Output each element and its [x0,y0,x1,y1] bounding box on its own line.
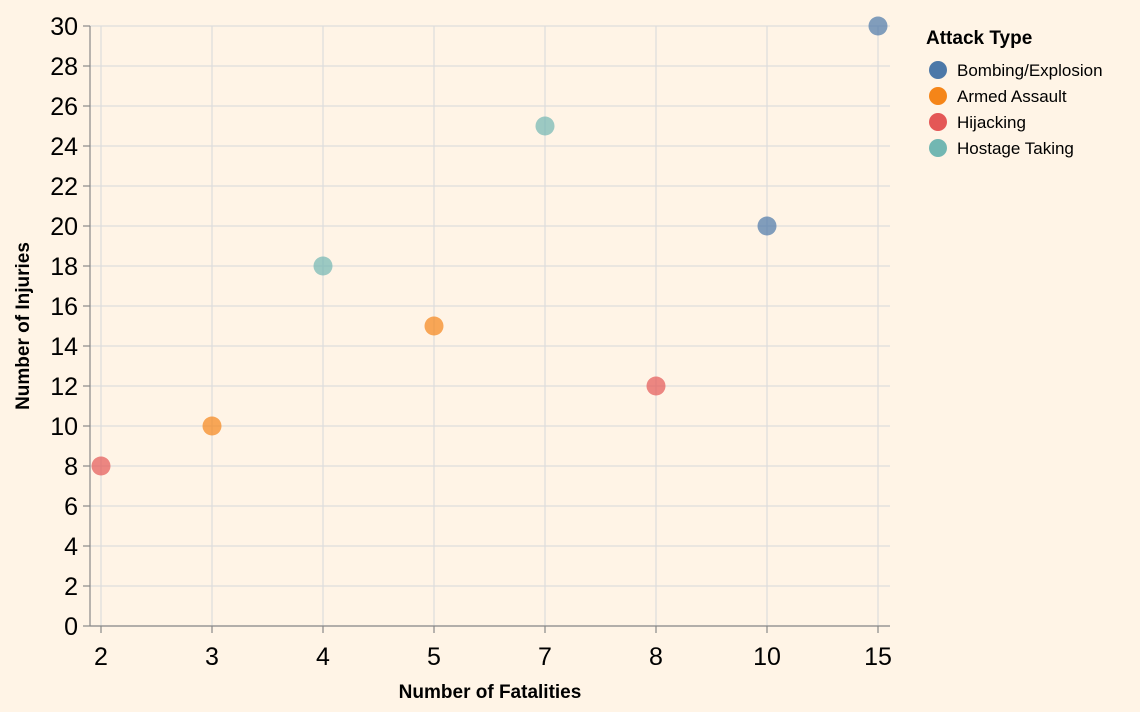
y-tick-label: 0 [64,613,78,641]
x-tick-label: 8 [649,643,663,671]
legend: Attack Type Bombing/Explosion Armed Assau… [926,28,1103,158]
y-tick-label: 12 [50,373,78,401]
y-tick-label: 30 [50,13,78,41]
legend-title: Attack Type [926,28,1032,49]
x-tick-label: 3 [205,643,219,671]
y-tick-label: 6 [64,493,78,521]
y-tick-label: 10 [50,413,78,441]
x-tick-label: 4 [316,643,330,671]
y-tick-label: 26 [50,93,78,121]
y-tick-label: 8 [64,453,78,481]
y-tick-label: 14 [50,333,78,361]
y-tick-label: 24 [50,133,78,161]
grid-lines [90,25,890,627]
y-tick-label: 18 [50,253,78,281]
data-point[interactable] [646,376,666,396]
legend-label: Armed Assault [957,87,1067,106]
legend-swatch [929,87,947,105]
x-tick-label: 15 [864,643,892,671]
y-tick-label: 16 [50,293,78,321]
y-tick-label: 2 [64,573,78,601]
x-tick-label: 2 [94,643,108,671]
legend-swatch [929,61,947,79]
data-points [91,16,888,476]
y-tick-label: 22 [50,173,78,201]
data-point[interactable] [202,416,222,436]
x-tick-label: 5 [427,643,441,671]
x-tick-label: 10 [753,643,781,671]
legend-label: Hijacking [957,113,1026,132]
data-point[interactable] [535,116,555,136]
x-axis-title: Number of Fatalities [399,682,582,703]
legend-swatch [929,113,947,131]
data-point[interactable] [757,216,777,236]
legend-swatch [929,139,947,157]
data-point[interactable] [91,456,111,476]
data-point[interactable] [868,16,888,36]
y-tick-label: 20 [50,213,78,241]
legend-label: Hostage Taking [957,139,1074,158]
y-tick-label: 28 [50,53,78,81]
y-tick-label: 4 [64,533,78,561]
data-point[interactable] [313,256,333,276]
y-axis-title: Number of Injuries [13,242,34,410]
legend-label: Bombing/Explosion [957,61,1103,80]
data-point[interactable] [424,316,444,336]
x-tick-label: 7 [538,643,552,671]
